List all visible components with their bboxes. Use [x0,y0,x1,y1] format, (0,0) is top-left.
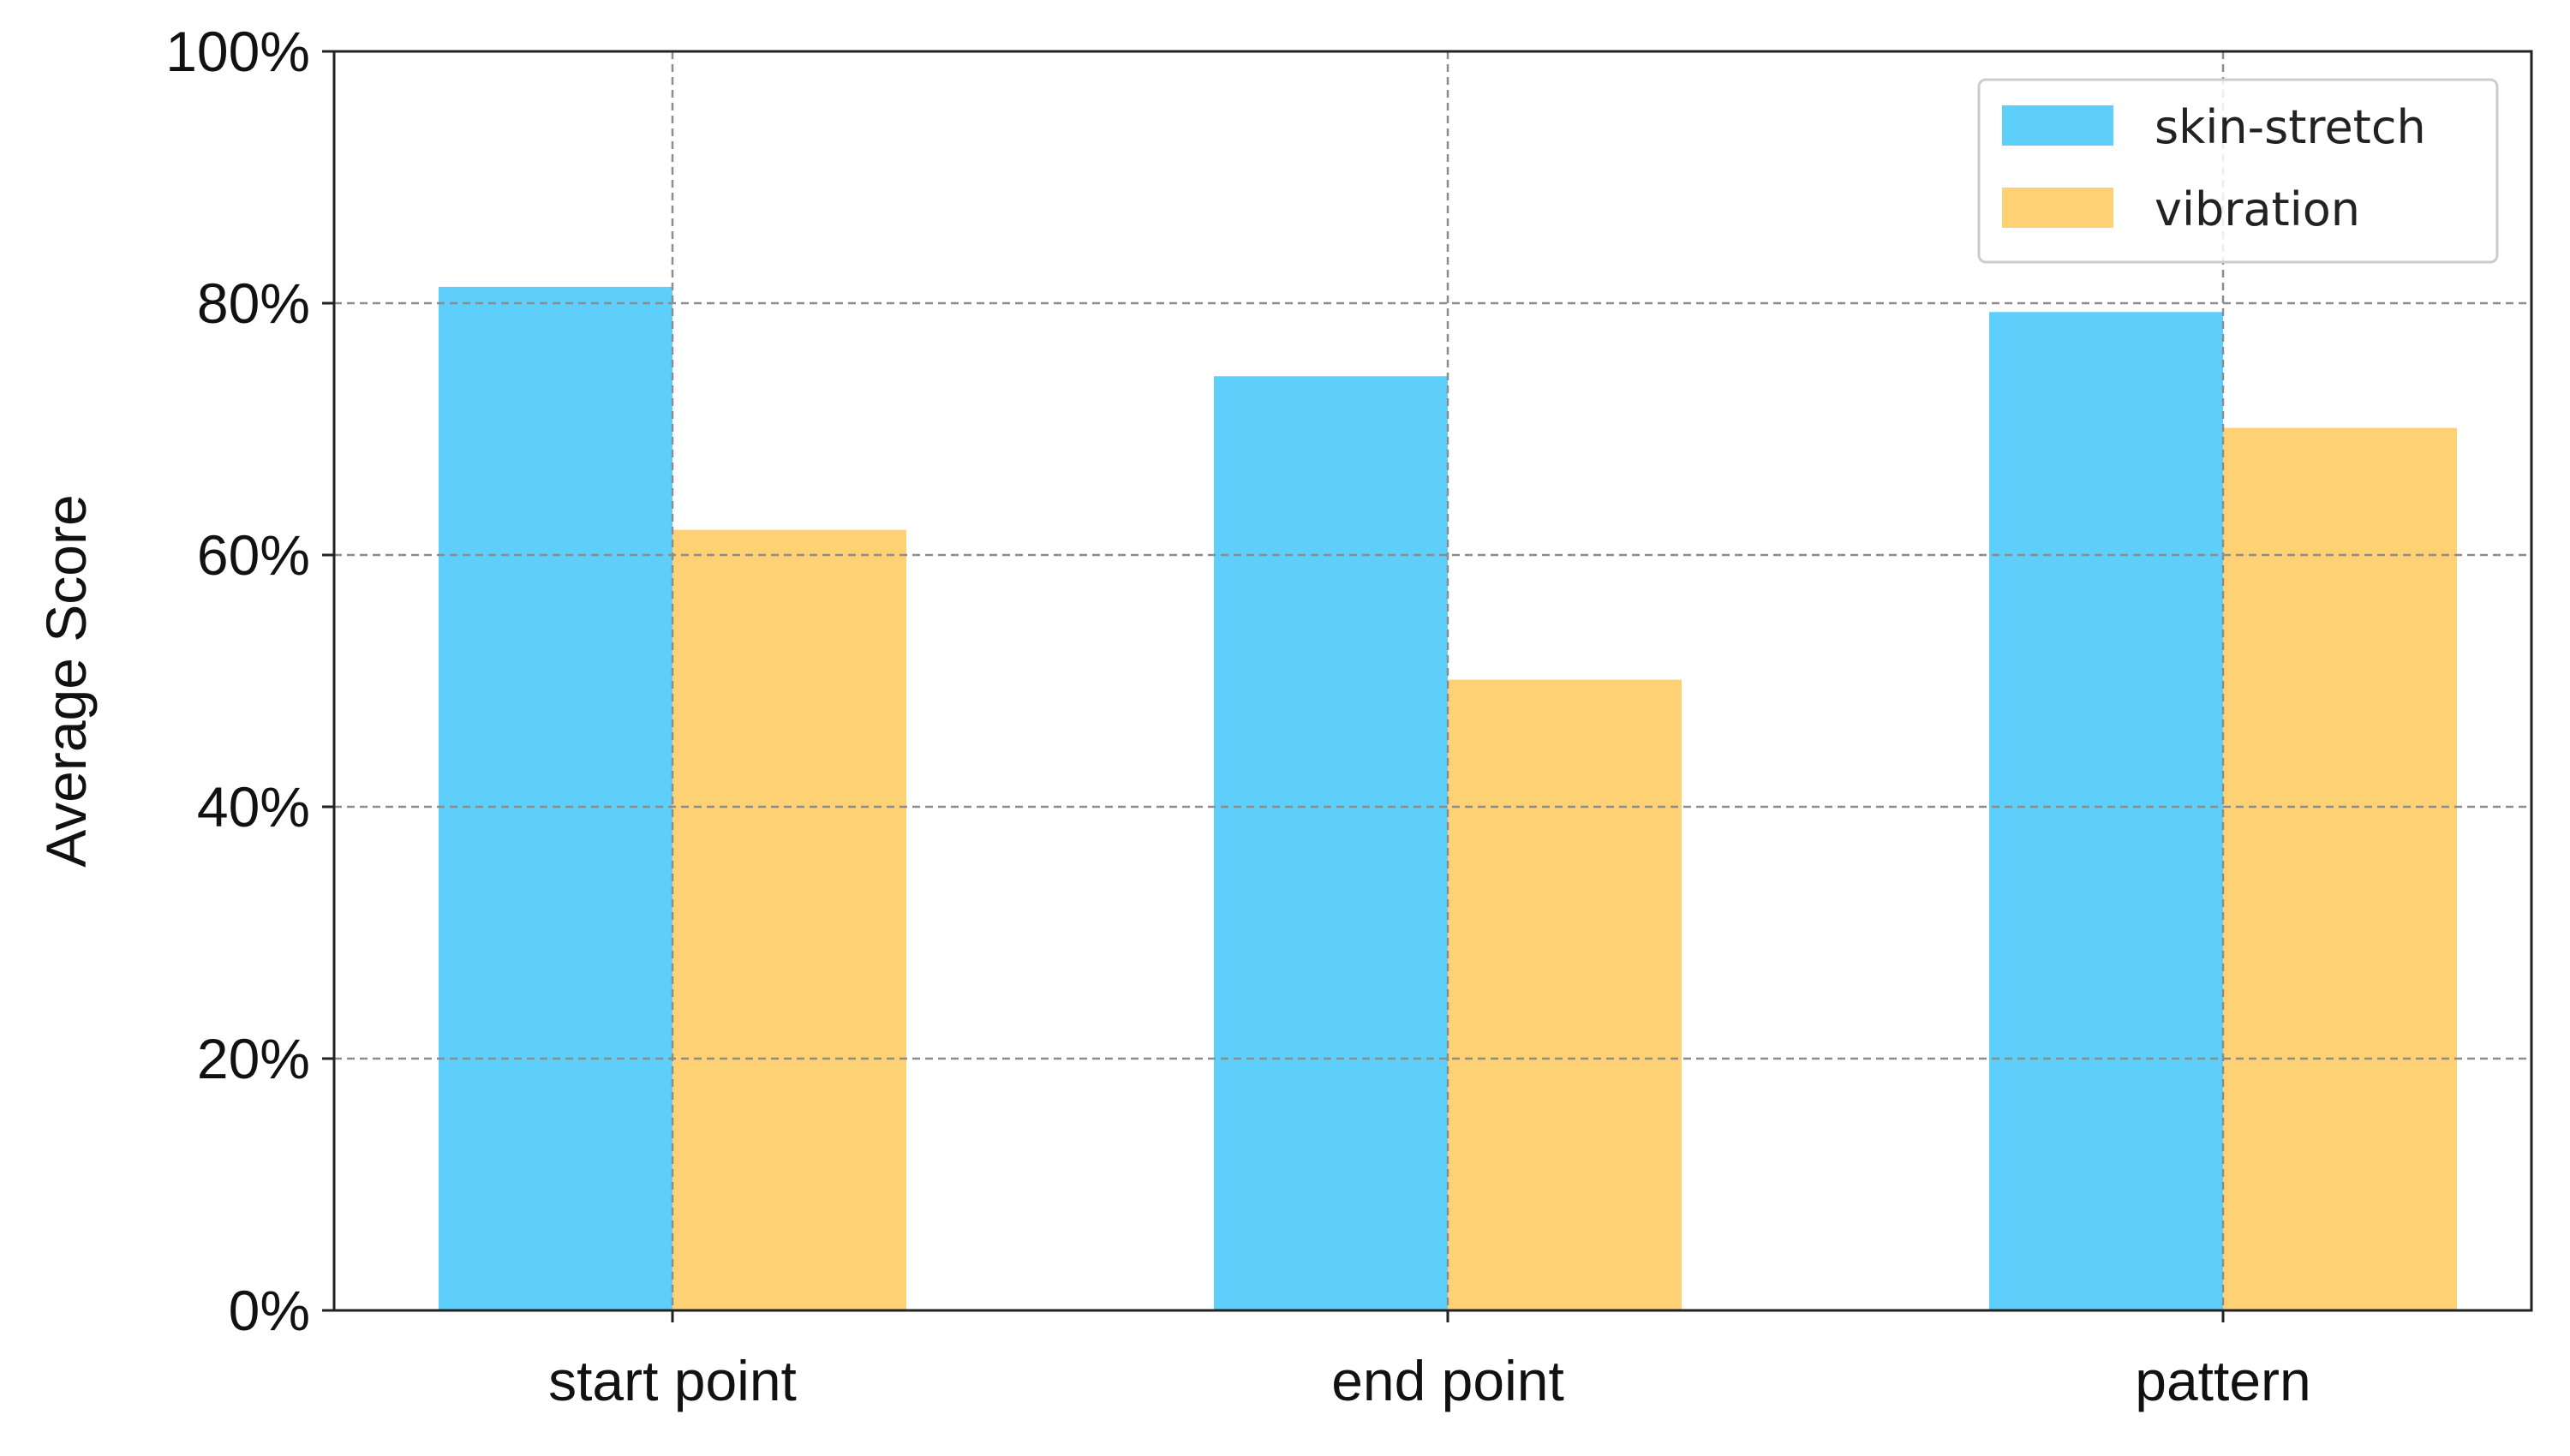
y-tick-label: 40% [197,775,310,838]
y-tick-label: 0% [229,1279,310,1342]
bar-vibration-end-point [1448,679,1682,1310]
bar-skin-stretch-end-point [1214,376,1448,1310]
bars [439,286,2457,1310]
x-tick-label: end point [1331,1349,1564,1412]
x-tick-label: pattern [2135,1349,2310,1412]
bar-vibration-pattern [2223,427,2457,1310]
x-tick-label: start point [548,1349,797,1412]
legend-label-vibration: vibration [2155,182,2360,236]
bar-skin-stretch-start-point [439,286,672,1310]
y-tick-label: 100% [165,20,310,83]
legend-label-skin-stretch: skin-stretch [2155,100,2426,154]
bar-vibration-start-point [672,529,906,1310]
plot-frame [332,50,2533,1312]
legend: skin-stretch vibration [1977,78,2499,264]
y-tick-label: 60% [197,523,310,587]
y-axis-ticks: 0% 20% 40% 60% 80% 100% [165,20,334,1342]
y-tick-label: 80% [197,272,310,335]
legend-swatch-vibration [2002,188,2113,228]
bar-skin-stretch-pattern [1989,312,2223,1310]
x-axis-ticks: start point end point pattern [548,1310,2311,1412]
y-axis-label: Average Score [34,494,98,867]
y-tick-label: 20% [197,1027,310,1090]
legend-swatch-skin-stretch [2002,105,2113,146]
